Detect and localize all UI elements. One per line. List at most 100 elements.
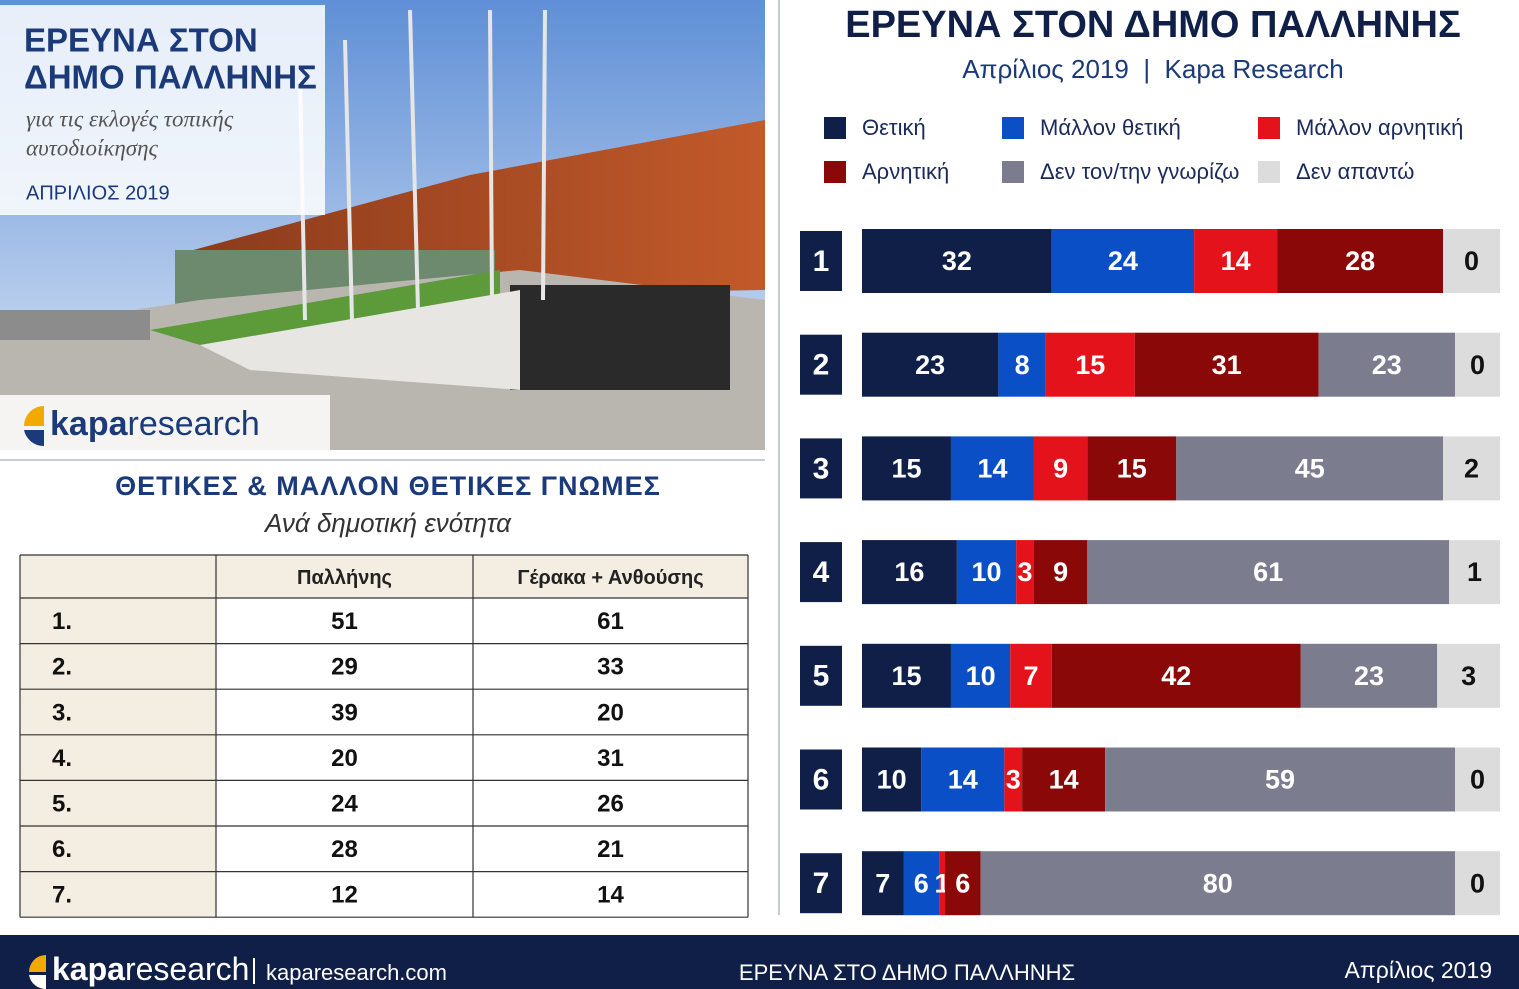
legend-swatch: [1258, 161, 1280, 183]
value-label: 80: [1203, 868, 1233, 898]
value-label: 3: [1018, 557, 1033, 587]
value-label: 6: [955, 868, 970, 898]
bar-segment: [1033, 436, 1088, 501]
left-title: ΕΡΕΥΝΑ ΣΤΟΝ: [24, 22, 258, 59]
category-box: [800, 645, 842, 706]
logo-icon: [29, 975, 46, 989]
bar-segment: [862, 747, 922, 812]
row-label-bg: [20, 643, 216, 690]
left-date: ΑΠΡΙΛΙΟΣ 2019: [26, 182, 170, 204]
logo-bold: kapa: [50, 405, 129, 443]
value-label: 59: [1265, 765, 1295, 795]
value-label: 3: [1006, 765, 1021, 795]
bar-segment: [950, 436, 1034, 501]
legend-label: Δεν απαντώ: [1296, 159, 1414, 184]
value-label: 42: [1161, 661, 1191, 691]
bar-segment: [862, 229, 1052, 293]
logo-light: research: [128, 405, 260, 443]
row-label-bg: [20, 689, 216, 735]
bar-segment: [1010, 643, 1052, 708]
table-cell: 20: [331, 745, 358, 772]
row-label-bg: [20, 734, 216, 781]
row-label-bg: [20, 826, 216, 872]
table-cell: 12: [331, 882, 358, 909]
bar-segment: [1455, 332, 1500, 397]
column-header: Παλλήνης: [297, 567, 392, 589]
category-label: 4: [813, 556, 830, 589]
table-cell: 26: [597, 791, 624, 818]
value-label: 8: [1015, 350, 1030, 380]
value-label: 14: [1049, 765, 1079, 795]
value-label: 2: [1464, 454, 1479, 484]
footer-site: kaparesearch.com: [266, 960, 447, 985]
footer-title: ΕΡΕΥΝΑ ΣΤΟ ΔΗΜΟ ΠΑΛΛΗΝΗΣ: [739, 960, 1075, 985]
value-label: 0: [1470, 350, 1485, 380]
bar-segment: [862, 332, 999, 397]
bar-segment: [1134, 332, 1319, 397]
value-label: 16: [894, 557, 924, 587]
row-label: 5.: [52, 791, 72, 818]
value-label: 1: [1467, 557, 1482, 587]
value-label: 45: [1295, 454, 1325, 484]
left-subtitle: αυτοδιοίκησης: [26, 135, 159, 160]
bar-segment: [1318, 332, 1455, 397]
table-cell: 51: [331, 608, 358, 635]
value-label: 15: [891, 661, 921, 691]
category-box: [800, 749, 842, 810]
bar-segment: [1449, 540, 1500, 605]
left-subtitle: για τις εκλογές τοπικής: [26, 106, 234, 131]
bar-segment: [1194, 229, 1278, 293]
logo-light: research: [125, 951, 250, 987]
legend-label: Θετική: [862, 115, 926, 140]
row-label: 1.: [52, 608, 72, 635]
category-box: [800, 853, 842, 914]
table-header-bg: [20, 555, 748, 598]
value-label: 9: [1053, 557, 1068, 587]
bar-segment: [998, 332, 1046, 397]
category-label: 6: [813, 763, 830, 796]
legend-swatch: [824, 117, 846, 139]
bar-segment: [1455, 747, 1500, 812]
category-box: [800, 542, 842, 603]
value-label: 15: [891, 454, 921, 484]
value-label: 6: [914, 868, 929, 898]
logo-bold: kapa: [52, 951, 125, 987]
table-cell: 39: [331, 699, 358, 726]
value-label: 61: [1253, 557, 1283, 587]
legend-label: Δεν τον/την γνωρίζω: [1040, 159, 1239, 184]
value-label: 23: [915, 350, 945, 380]
logo: kaparesearch: [50, 405, 260, 443]
value-label: 28: [1345, 246, 1375, 276]
value-label: 0: [1470, 868, 1485, 898]
bar-segment: [1443, 436, 1500, 501]
bar-segment: [1176, 436, 1444, 501]
value-label: 3: [1461, 661, 1476, 691]
table: Παλλήνης Γέρακα + Ανθούσης 1. 51 61 2. 29 33 3. 3…: [19, 554, 749, 918]
legend-swatch: [1258, 117, 1280, 139]
bar-segment: [903, 851, 940, 916]
bar-segment: [1105, 747, 1455, 812]
row-label-bg: [20, 871, 216, 918]
value-label: 32: [942, 246, 972, 276]
value-label: 14: [948, 765, 978, 795]
chart-title: ΕΡΕΥΝΑ ΣΤΟΝ ΔΗΜΟ ΠΑΛΛΗΝΗΣ: [845, 4, 1461, 46]
value-label: 24: [1108, 246, 1138, 276]
row-label: 3.: [52, 699, 72, 726]
value-label: 0: [1464, 246, 1479, 276]
row-label: 7.: [52, 882, 72, 909]
legend-label: Μάλλον αρνητική: [1296, 115, 1463, 140]
category-label: 3: [813, 452, 830, 485]
bar-segment: [862, 436, 951, 501]
row-label-bg: [20, 598, 216, 644]
table-cell: 20: [597, 699, 624, 726]
legend-swatch: [824, 161, 846, 183]
bar-segment: [862, 643, 951, 708]
bar-segment: [1277, 229, 1444, 293]
left-title: ΔΗΜΟ ΠΑΛΛΗΝΗΣ: [24, 59, 317, 96]
logo-box: [0, 395, 330, 450]
category-label: 7: [813, 867, 830, 900]
row-label-bg: [20, 780, 216, 826]
value-label: 14: [977, 454, 1007, 484]
value-label: 15: [1075, 350, 1105, 380]
bar-segment: [862, 851, 904, 916]
